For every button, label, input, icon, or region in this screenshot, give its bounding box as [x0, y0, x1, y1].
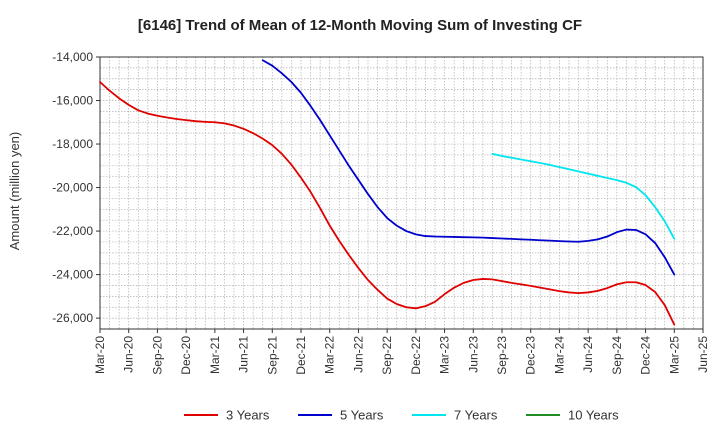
legend: 3 Years 5 Years 7 Years 10 Years	[184, 408, 619, 423]
chart-title: [6146] Trend of Mean of 12-Month Moving …	[138, 17, 582, 34]
x-tick-label: Jun-24	[581, 336, 595, 373]
y-axis-label: Amount (million yen)	[7, 132, 22, 251]
x-tick-label: Jun-22	[351, 336, 365, 373]
series-lines	[99, 59, 676, 326]
x-tick-label: Jun-25	[696, 336, 710, 373]
y-tick-label: -20,000	[52, 181, 93, 195]
y-tick-label: -24,000	[52, 268, 93, 282]
x-tick-label: Jun-20	[122, 336, 136, 373]
series-line-7-years	[491, 152, 676, 240]
y-tick-label: -22,000	[52, 224, 93, 238]
x-tick-label: Sep-21	[265, 336, 279, 375]
x-tick-label: Sep-22	[380, 336, 394, 375]
legend-label: 5 Years	[340, 408, 384, 423]
legend-label: 3 Years	[226, 408, 270, 423]
x-tick-label: Sep-23	[495, 336, 509, 375]
x-tick-label: Mar-23	[438, 336, 452, 374]
x-tick-label: Mar-24	[552, 336, 566, 374]
y-tick-label: -26,000	[52, 311, 93, 325]
x-tick-label: Dec-21	[294, 336, 308, 375]
y-tick-label: -16,000	[52, 94, 93, 108]
y-tick-label: -14,000	[52, 50, 93, 64]
legend-label: 7 Years	[454, 408, 498, 423]
legend-label: 10 Years	[568, 408, 619, 423]
plot-border	[99, 56, 704, 330]
x-tick-label: Mar-20	[93, 336, 107, 374]
x-tick-label: Mar-25	[667, 336, 681, 374]
y-tick-label: -18,000	[52, 137, 93, 151]
x-tick-label: Mar-22	[323, 336, 337, 374]
x-tick-label: Jun-21	[237, 336, 251, 373]
axes: -14,000 -16,000 -18,000 -20,000 -22,000 -24,0…	[52, 50, 710, 375]
x-tick-label: Sep-24	[610, 336, 624, 375]
x-tick-label: Dec-22	[409, 336, 423, 375]
x-tick-label: Mar-21	[208, 336, 222, 374]
plot-area	[100, 57, 703, 329]
x-tick-label: Sep-20	[150, 336, 164, 375]
x-tick-label: Dec-23	[524, 336, 538, 375]
series-line-5-years	[261, 59, 676, 276]
x-tick-label: Dec-24	[639, 336, 653, 375]
grid	[100, 57, 703, 329]
x-tick-label: Jun-23	[466, 336, 480, 373]
x-tick-label: Dec-20	[179, 336, 193, 375]
series-line-3-years	[99, 81, 676, 326]
